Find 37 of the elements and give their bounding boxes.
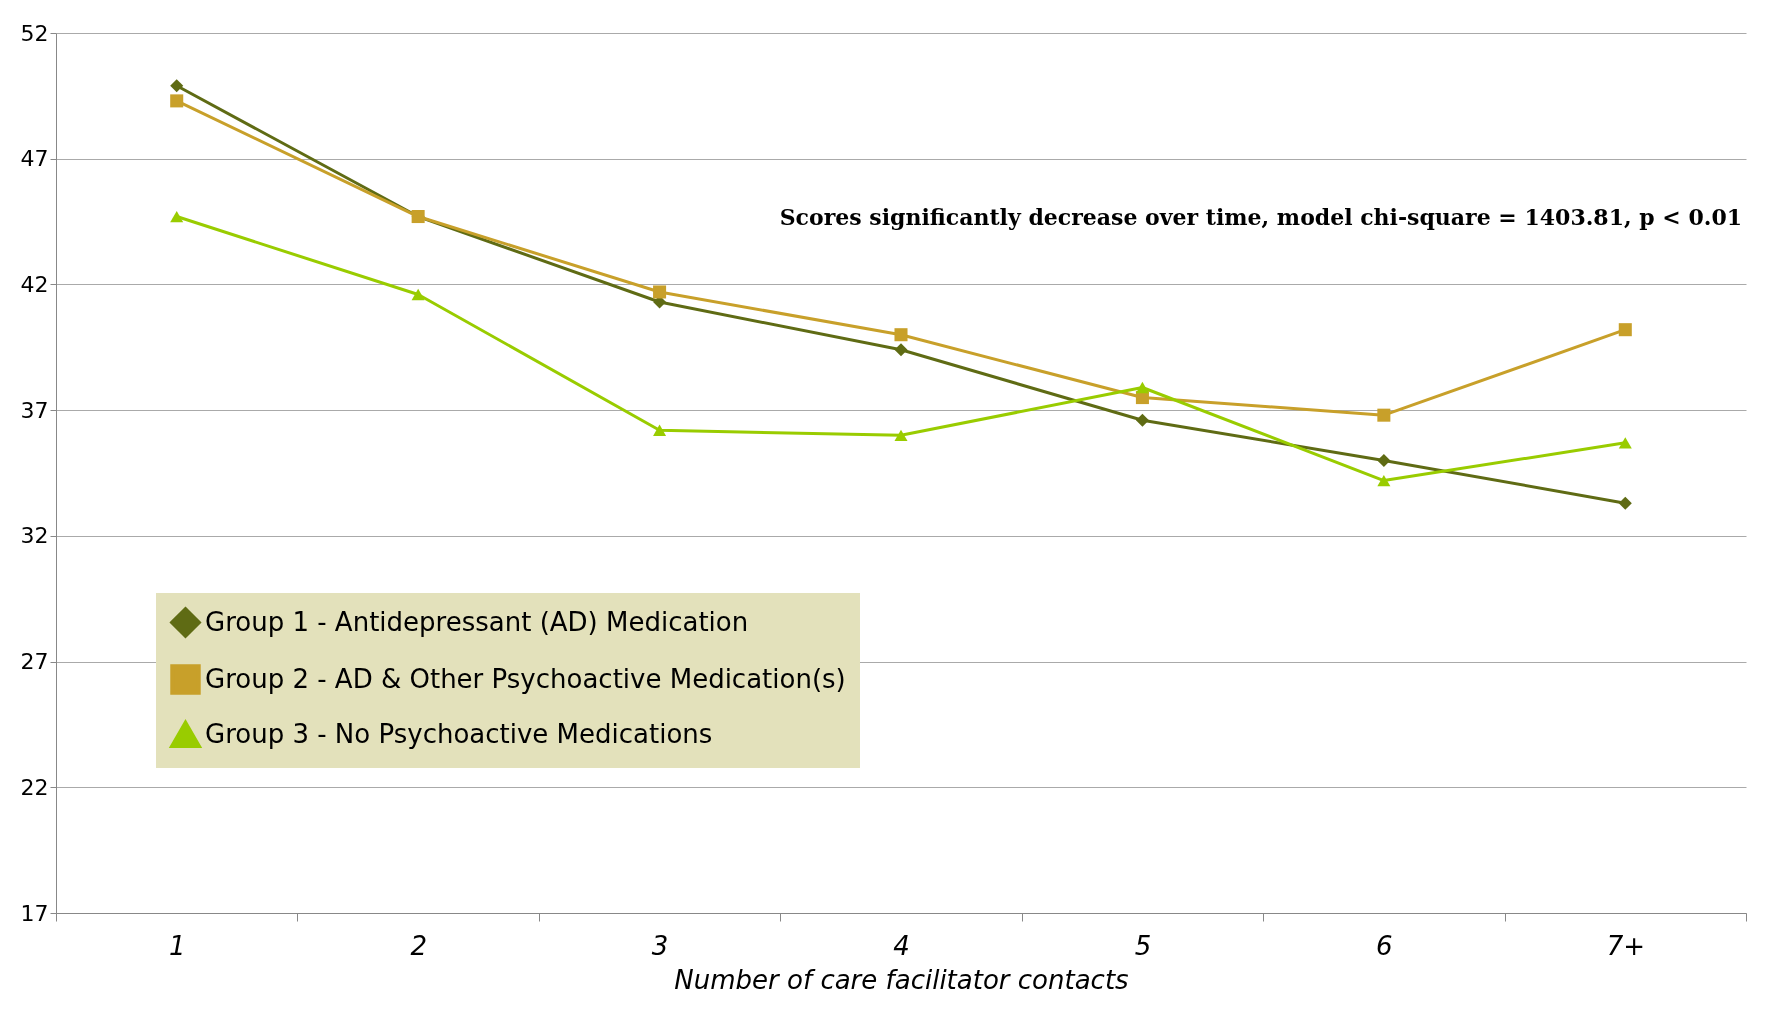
- y-tick-label: 17: [20, 900, 49, 926]
- y-tick-label: 52: [20, 20, 49, 46]
- x-tick-label: 6: [1376, 930, 1393, 961]
- point: [1377, 453, 1391, 467]
- legend-label: Group 1 - Antidepressant (AD) Medication: [205, 606, 749, 637]
- point: [894, 429, 908, 441]
- point: [653, 285, 667, 299]
- x-tick-label: 3: [651, 930, 669, 961]
- x-tick-label: 1: [168, 930, 186, 961]
- annotation: Scores significantly decrease over time, model chi-square = 1403.81, p < 0.01: [779, 204, 1742, 230]
- point: [1618, 323, 1632, 337]
- point: [1377, 474, 1391, 487]
- point: [1618, 496, 1632, 510]
- y-tick-label: 37: [20, 397, 49, 423]
- point: [170, 210, 184, 223]
- x-tick-label: 2: [410, 930, 427, 961]
- point: [1618, 437, 1632, 449]
- point: [170, 79, 184, 93]
- point: [1135, 381, 1149, 394]
- point: [894, 343, 908, 357]
- point: [653, 424, 667, 436]
- x-tick-label: 7+: [1606, 930, 1645, 961]
- y-tick-label: 42: [20, 271, 49, 297]
- y-tick-label: 32: [20, 523, 49, 549]
- point: [1377, 408, 1391, 422]
- point: [1135, 413, 1149, 427]
- y-tick-label: 22: [20, 774, 49, 800]
- point: [411, 288, 425, 301]
- x-tick-label: 5: [1134, 930, 1152, 961]
- point: [170, 94, 184, 108]
- legend-label: Group 2 - AD & Other Psychoactive Medication(s): [205, 663, 846, 694]
- legend-label: Group 3 - No Psychoactive Medications: [205, 718, 713, 749]
- x-tick-label: 4: [893, 930, 910, 961]
- x-axis-title: Number of care facilitator contacts: [674, 964, 1129, 995]
- y-tick-label: 27: [20, 649, 49, 675]
- point: [894, 328, 908, 342]
- y-tick-label: 47: [20, 146, 49, 172]
